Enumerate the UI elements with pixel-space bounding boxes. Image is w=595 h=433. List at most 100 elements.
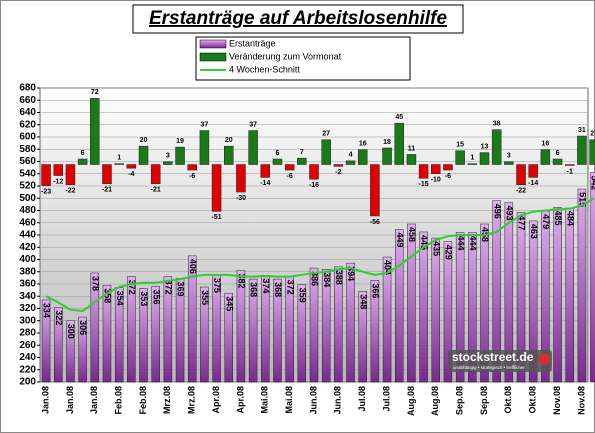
data-label: 374 [261, 278, 271, 293]
watermark-logo [538, 353, 550, 365]
y-tick-label: 300 [19, 315, 36, 326]
bar [151, 286, 160, 383]
bar [309, 267, 319, 383]
bar [284, 164, 295, 171]
data-label: 394 [346, 266, 356, 281]
bar [418, 164, 429, 179]
y-tick-label: 280 [19, 328, 36, 339]
data-label: -56 [370, 219, 380, 226]
data-label: 19 [176, 138, 184, 145]
x-tick-label: Jun.08 [308, 386, 318, 415]
data-label: 444 [456, 236, 466, 251]
data-label: 372 [127, 280, 137, 295]
data-label: 300 [66, 324, 76, 339]
data-label: -16 [309, 182, 319, 189]
x-tick-label: Apr.08 [211, 386, 221, 414]
data-label: 384 [322, 272, 332, 287]
data-label: 449 [395, 232, 405, 247]
x-tick-label: Okt.08 [503, 386, 513, 414]
data-label: 322 [54, 310, 64, 325]
bar [358, 291, 367, 383]
x-tick-label: Nov.08 [576, 386, 586, 415]
data-label: 435 [431, 241, 441, 256]
bar [90, 98, 100, 165]
bar [431, 237, 441, 383]
line [45, 197, 595, 312]
y-tick-label: 260 [19, 340, 36, 351]
data-label: 27 [322, 131, 330, 138]
y-tick-label: 400 [19, 254, 36, 265]
bar [455, 150, 465, 165]
data-label: 3 [166, 153, 170, 160]
bar [528, 220, 538, 383]
bar [126, 164, 137, 169]
y-tick-label: 580 [19, 144, 36, 155]
bar [334, 266, 343, 383]
bar [443, 241, 453, 383]
data-label: -2 [335, 169, 341, 176]
bar [491, 129, 502, 165]
data-label: 493 [504, 206, 514, 221]
bar [321, 139, 331, 165]
bar [589, 172, 595, 383]
x-tick-label: Jul.08 [381, 386, 391, 412]
data-label: 458 [407, 227, 417, 242]
bar [553, 207, 562, 383]
bar [150, 164, 161, 185]
bar [211, 164, 222, 212]
bar [248, 278, 258, 383]
y-tick-label: 480 [19, 205, 36, 216]
bar [138, 145, 149, 165]
data-label: 463 [529, 224, 539, 239]
data-label: 358 [103, 288, 113, 303]
data-label: 515 [578, 192, 588, 207]
bar [127, 276, 136, 383]
bar [187, 164, 197, 171]
data-label: -14 [260, 180, 270, 187]
data-label: 37 [249, 121, 257, 128]
data-label: 386 [310, 271, 320, 286]
bar [224, 145, 234, 165]
x-tick-label: Jan.08 [65, 386, 75, 414]
bar [516, 164, 526, 185]
bar [370, 164, 380, 217]
y-tick-label: 240 [19, 352, 36, 363]
legend-swatch [199, 39, 227, 49]
data-label: -4 [128, 171, 134, 178]
x-tick-label: Feb.08 [114, 386, 124, 415]
data-label: -15 [419, 181, 429, 188]
x-tick-label: Jan.08 [89, 386, 99, 414]
bar [77, 158, 88, 165]
data-label: 27 [590, 131, 595, 138]
data-label: 477 [517, 215, 527, 230]
x-tick-label: Mrz.08 [162, 386, 172, 414]
legend [195, 36, 411, 81]
bar [297, 157, 307, 165]
data-label: 334 [42, 303, 52, 318]
data-label: 445 [419, 235, 429, 250]
data-label: 484 [565, 211, 575, 226]
data-label: 368 [273, 282, 283, 297]
data-label: 11 [408, 145, 416, 152]
data-label: 4 [349, 152, 353, 159]
bar [139, 288, 148, 383]
data-label: 15 [456, 142, 464, 149]
x-tick-label: Jun.08 [333, 386, 343, 415]
data-label: 45 [395, 114, 403, 121]
y-tick-label: 520 [19, 181, 36, 192]
bar [309, 164, 319, 180]
data-label: 368 [249, 282, 259, 297]
y-tick-label: 320 [19, 303, 36, 314]
y-tick-label: 420 [19, 242, 36, 253]
bar [65, 164, 76, 185]
bar [102, 164, 112, 185]
bar [90, 272, 100, 383]
bar [236, 164, 246, 193]
bar [382, 147, 392, 165]
data-label: 372 [285, 280, 295, 295]
data-label: 542 [590, 176, 595, 191]
y-tick-label: 540 [19, 168, 36, 179]
data-label: 429 [444, 245, 454, 260]
data-label: -6 [287, 173, 293, 180]
bar [54, 307, 63, 383]
